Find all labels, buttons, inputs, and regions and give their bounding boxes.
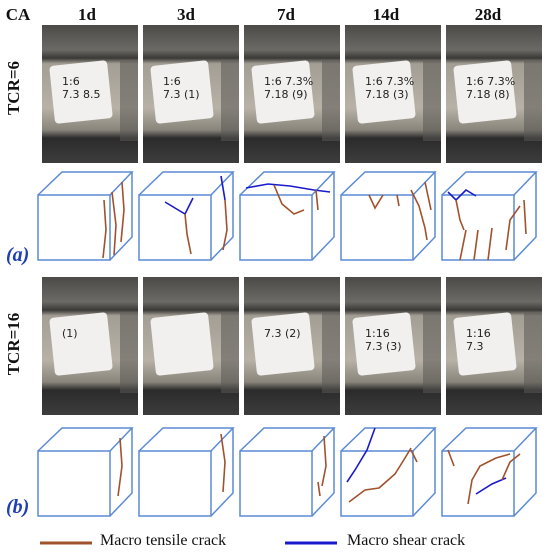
panel-tag-a: (a) bbox=[6, 244, 30, 266]
photo-mark: 1:16 7.3 (3) bbox=[365, 327, 402, 353]
age-header-7d: 7d bbox=[277, 5, 295, 24]
row-label-tcr6: TCR=6 bbox=[4, 60, 23, 116]
crack-diagram-tcr16-28d bbox=[441, 427, 538, 517]
crack-diagram-tcr6-1d bbox=[37, 171, 134, 261]
specimen-photo-tcr6-7d: 1:6 7.3% 7.18 (9) bbox=[244, 25, 340, 163]
photo-mark: 1:6 7.3% 7.18 (8) bbox=[466, 75, 516, 101]
crack-diagram-tcr16-3d bbox=[138, 427, 235, 517]
row-label-tcr16: TCR=16 bbox=[4, 312, 23, 376]
photo-mark: 7.3 (2) bbox=[264, 327, 301, 340]
photo-mark: 1:6 7.3 8.5 bbox=[62, 75, 101, 101]
legend-tensile-swatch bbox=[40, 541, 92, 545]
age-header-28d: 28d bbox=[474, 5, 502, 24]
age-header-1d: 1d bbox=[78, 5, 96, 24]
crack-diagram-tcr6-7d bbox=[239, 171, 336, 261]
specimen-photo-tcr16-28d: 1:16 7.3 bbox=[446, 277, 542, 415]
age-header-3d: 3d bbox=[177, 5, 195, 24]
photo-mark: 1:6 7.3% 7.18 (3) bbox=[365, 75, 415, 101]
specimen-photo-tcr6-3d: 1:6 7.3 (1) bbox=[143, 25, 239, 163]
specimen-photo-tcr16-1d: (1) bbox=[42, 277, 138, 415]
photo-mark: 1:6 7.3 (1) bbox=[163, 75, 200, 101]
legend-tensile-label: Macro tensile crack bbox=[100, 532, 227, 549]
corner-label-ca: CA bbox=[5, 5, 31, 24]
age-header-14d: 14d bbox=[372, 5, 400, 24]
photo-mark: 1:6 7.3% 7.18 (9) bbox=[264, 75, 314, 101]
specimen-photo-tcr6-14d: 1:6 7.3% 7.18 (3) bbox=[345, 25, 441, 163]
panel-tag-b: (b) bbox=[6, 496, 30, 518]
crack-diagram-tcr16-7d bbox=[239, 427, 336, 517]
photo-mark: (1) bbox=[62, 327, 78, 340]
crack-diagram-tcr16-14d bbox=[340, 427, 437, 517]
specimen-photo-tcr16-7d: 7.3 (2) bbox=[244, 277, 340, 415]
specimen-photo-tcr6-1d: 1:6 7.3 8.5 bbox=[42, 25, 138, 163]
legend-shear-label: Macro shear crack bbox=[347, 532, 466, 549]
specimen-photo-tcr6-28d: 1:6 7.3% 7.18 (8) bbox=[446, 25, 542, 163]
legend-shear-swatch bbox=[285, 541, 337, 545]
crack-diagram-tcr6-3d bbox=[138, 171, 235, 261]
crack-diagram-tcr6-14d bbox=[340, 171, 437, 261]
specimen-photo-tcr16-3d bbox=[143, 277, 239, 415]
crack-diagram-tcr6-28d bbox=[441, 171, 538, 261]
crack-diagram-tcr16-1d bbox=[37, 427, 134, 517]
photo-mark: 1:16 7.3 bbox=[466, 327, 491, 353]
specimen-photo-tcr16-14d: 1:16 7.3 (3) bbox=[345, 277, 441, 415]
